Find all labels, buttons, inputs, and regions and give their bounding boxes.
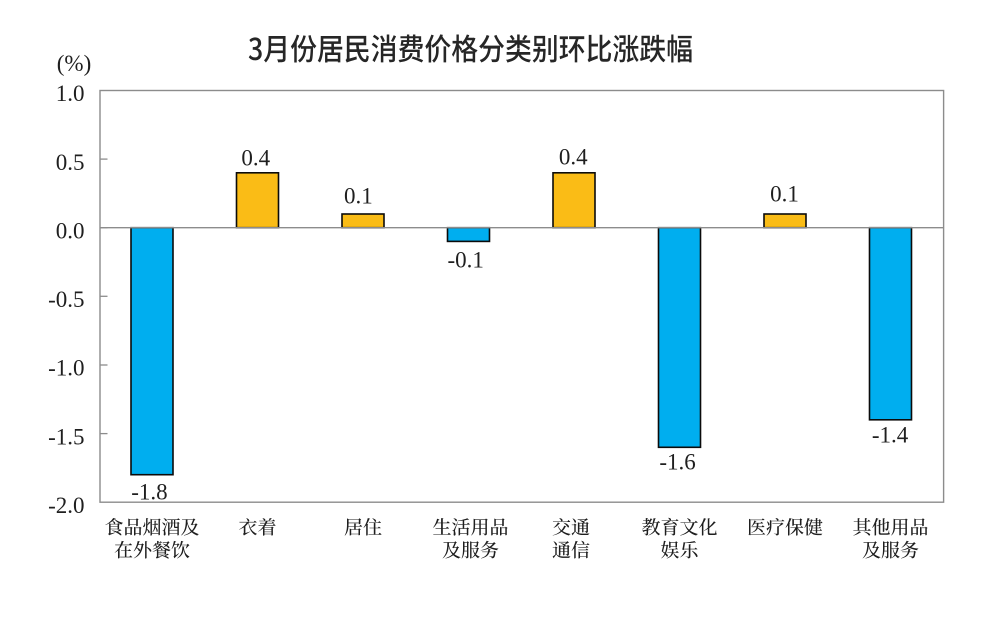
svg-text:-1.8: -1.8 xyxy=(131,480,167,505)
svg-text:-1.4: -1.4 xyxy=(872,423,909,448)
svg-text:0.4: 0.4 xyxy=(241,145,270,170)
svg-text:-0.5: -0.5 xyxy=(48,287,84,312)
svg-text:1.0: 1.0 xyxy=(56,81,85,106)
svg-text:0.1: 0.1 xyxy=(344,183,373,208)
svg-text:-1.0: -1.0 xyxy=(48,356,84,381)
svg-text:0.5: 0.5 xyxy=(56,150,85,175)
svg-text:0.4: 0.4 xyxy=(559,145,588,170)
svg-text:-2.0: -2.0 xyxy=(48,493,84,518)
svg-text:-0.1: -0.1 xyxy=(447,248,483,273)
svg-text:0.0: 0.0 xyxy=(56,218,85,243)
svg-text:(%): (%) xyxy=(57,51,91,76)
svg-text:0.1: 0.1 xyxy=(770,182,799,207)
svg-text:-1.5: -1.5 xyxy=(48,424,84,449)
svg-text:-1.6: -1.6 xyxy=(659,449,695,474)
